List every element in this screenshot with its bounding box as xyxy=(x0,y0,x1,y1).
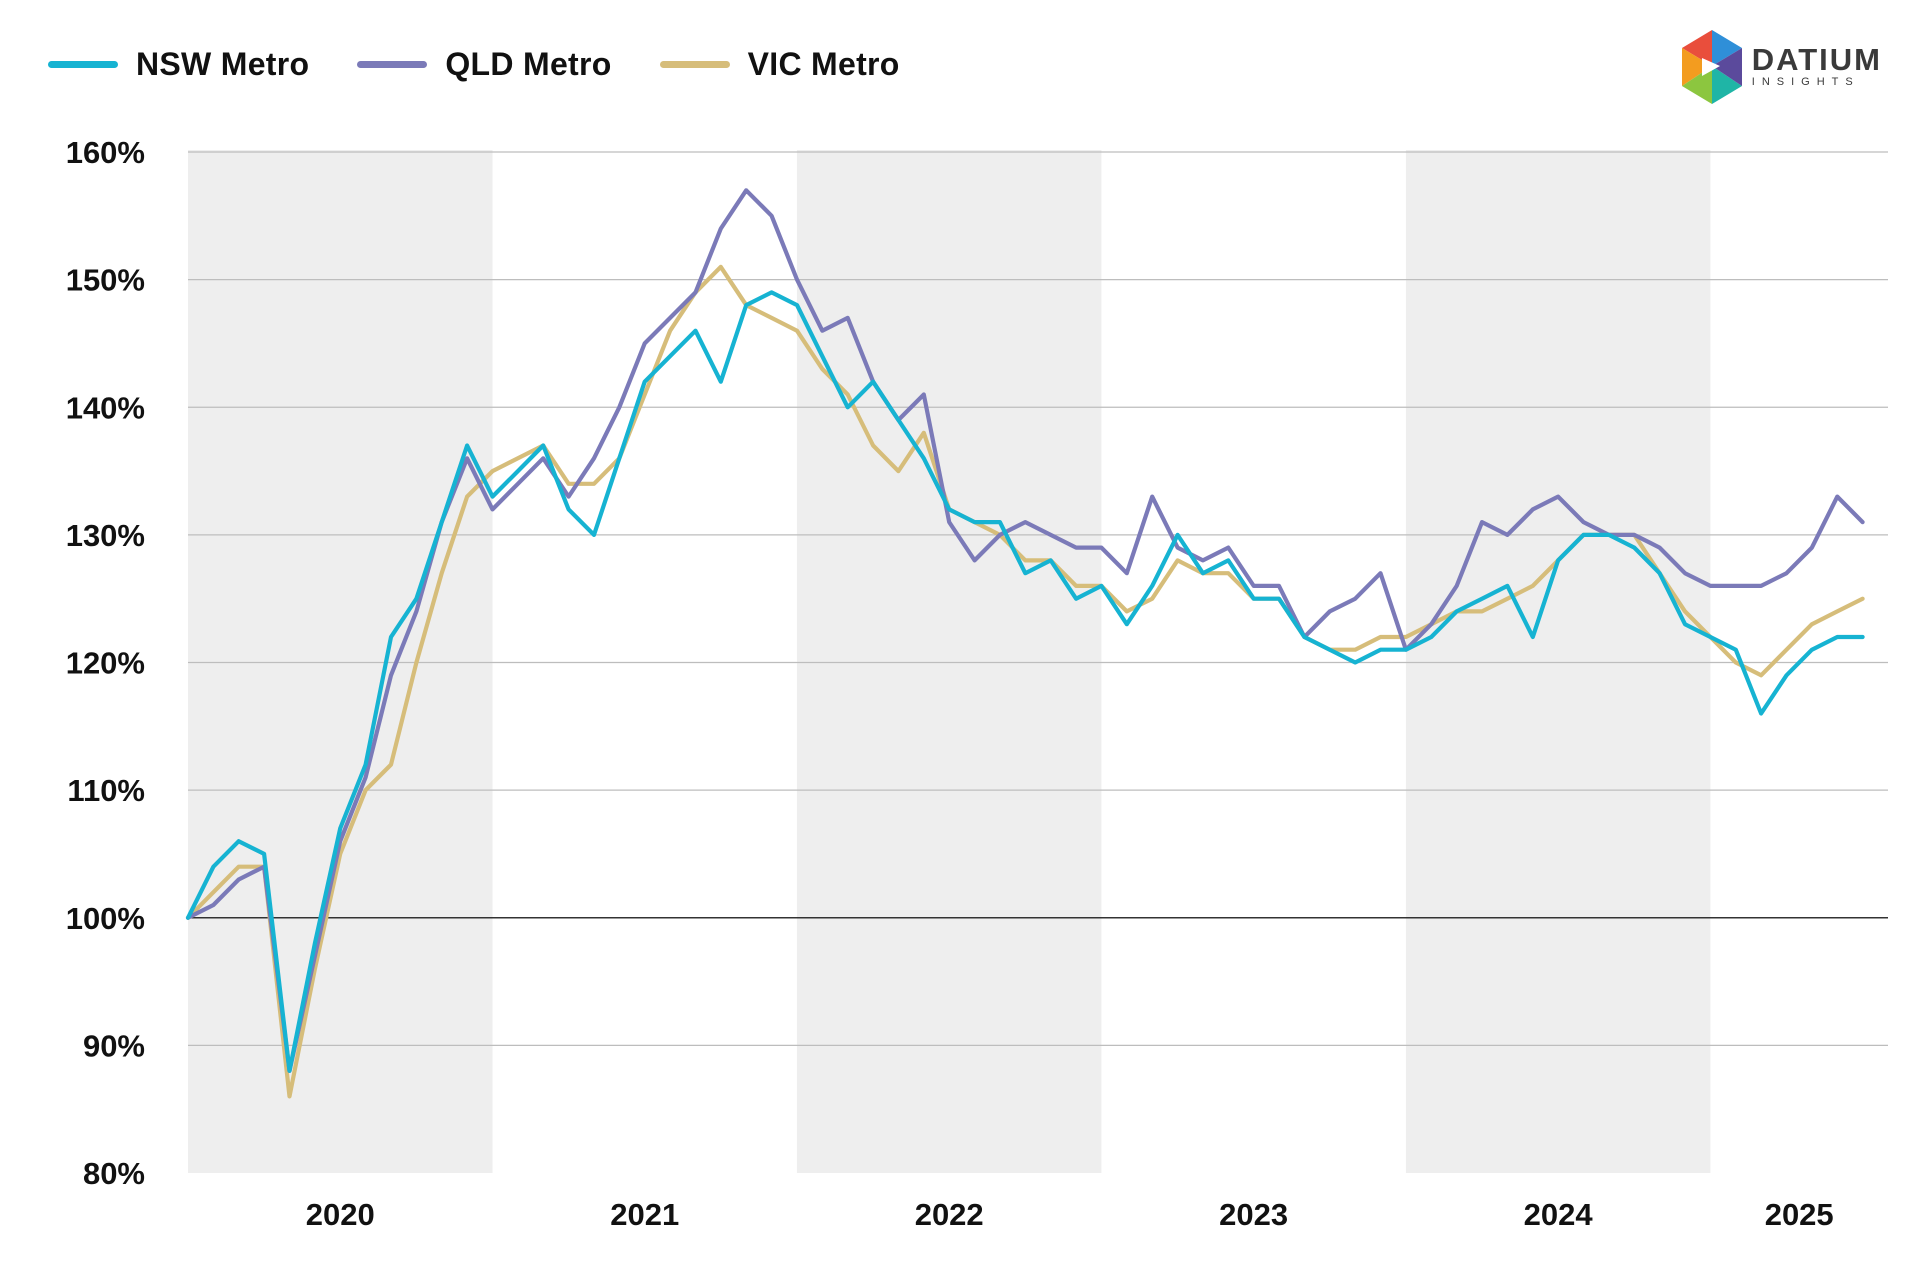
series-line-nsw xyxy=(185,290,1865,1074)
x-tick-label: 2021 xyxy=(610,1197,679,1232)
series-line-qld xyxy=(185,188,1865,1074)
legend-swatch-nsw xyxy=(48,61,118,68)
y-tick-label: 140% xyxy=(66,390,145,425)
x-tick-label: 2023 xyxy=(1219,1197,1288,1232)
y-tick-label: 110% xyxy=(67,773,145,808)
year-band-2020 xyxy=(188,150,493,1173)
chart-legend: NSW Metro QLD Metro VIC Metro xyxy=(48,46,900,83)
y-tick-label: 150% xyxy=(66,263,145,298)
legend-swatch-vic xyxy=(659,61,730,68)
y-tick-label: 100% xyxy=(66,901,145,936)
y-tick-label: 130% xyxy=(66,518,145,553)
legend-item-vic: VIC Metro xyxy=(659,46,900,83)
x-tick-label: 2024 xyxy=(1524,1197,1594,1232)
legend-label-nsw: NSW Metro xyxy=(136,46,310,82)
y-tick-label: 90% xyxy=(83,1028,145,1063)
y-tick-label: 160% xyxy=(66,135,145,170)
year-band-2024 xyxy=(1405,150,1711,1173)
x-tick-label: 2022 xyxy=(915,1197,984,1232)
year-band-2022 xyxy=(796,150,1102,1173)
datium-logo-icon xyxy=(1681,30,1742,104)
logo-text-sub: INSIGHTS xyxy=(1751,76,1860,88)
x-tick-label: 2020 xyxy=(306,1197,375,1232)
datium-logo: DATIUM INSIGHTS xyxy=(1680,28,1882,106)
legend-swatch-qld xyxy=(357,61,428,68)
y-tick-label: 80% xyxy=(83,1156,145,1191)
legend-label-qld: QLD Metro xyxy=(445,46,612,82)
legend-item-qld: QLD Metro xyxy=(357,46,611,83)
logo-wordmark: DATIUM INSIGHTS xyxy=(1751,42,1882,89)
legend-label-vic: VIC Metro xyxy=(747,46,900,82)
x-tick-label: 2025 xyxy=(1765,1197,1834,1232)
legend-item-nsw: NSW Metro xyxy=(48,46,309,83)
y-tick-label: 120% xyxy=(66,646,145,681)
logo-text-main: DATIUM xyxy=(1751,42,1882,77)
